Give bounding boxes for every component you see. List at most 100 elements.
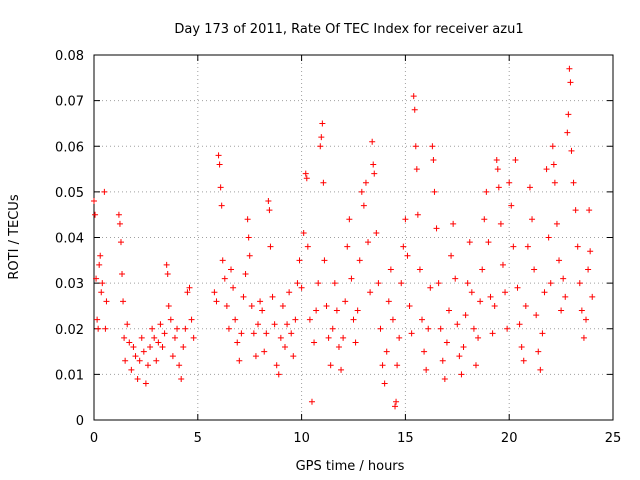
data-point [153,357,160,364]
data-point [218,202,225,209]
data-point [186,284,193,291]
data-point [246,252,253,259]
data-point [96,261,103,268]
x-tick-label: 20 [501,431,518,446]
data-point [265,198,272,204]
data-point [396,334,403,341]
data-point [223,302,230,309]
data-point [468,289,475,296]
data-point [92,211,99,218]
data-point [329,325,336,332]
y-tick-label: 0.08 [55,49,84,64]
data-point [236,357,243,364]
data-point [589,293,596,300]
data-point [352,339,359,346]
data-point [190,334,197,341]
data-point [171,334,178,341]
data-point [130,344,137,350]
data-point [470,325,477,332]
data-point [180,344,187,350]
data-point [232,316,239,323]
data-point [211,289,218,296]
data-point [142,380,149,387]
data-point [585,266,592,273]
data-point [288,330,295,337]
data-point [495,184,502,191]
data-point [317,143,324,150]
data-point [298,284,305,291]
data-point [303,175,310,182]
data-point [159,344,166,350]
data-point [169,353,176,360]
data-point [460,344,467,350]
data-point [176,362,183,369]
y-tick-label: 0.05 [55,186,84,201]
data-point [518,344,525,350]
data-point [414,211,421,218]
data-point [138,334,145,341]
data-point [479,266,486,273]
data-point [325,334,332,341]
data-point [102,325,109,332]
data-point [516,321,523,328]
data-point [319,120,326,127]
data-point [257,298,264,305]
data-point [167,316,174,323]
data-point [365,239,372,246]
data-point [292,316,299,323]
data-point [423,366,430,373]
data-point [445,307,452,314]
data-point [587,248,594,255]
data-point [566,65,573,72]
data-point [245,234,252,241]
data-point [504,325,511,332]
data-point [454,321,461,328]
data-point [119,271,126,277]
data-point [549,143,556,150]
data-point [394,362,401,369]
data-point [526,184,533,191]
data-point [323,302,330,309]
x-tick-label: 0 [90,431,98,446]
y-axis: 0 0.01 0.02 0.03 0.04 0.05 0.06 0.07 0.08 [55,49,613,429]
data-point [266,207,273,214]
data-point [560,275,567,282]
data-point [286,289,293,296]
y-tick-label: 0.07 [55,95,84,110]
data-point [140,348,147,355]
data-point [358,188,365,195]
data-point [477,298,484,305]
data-point [402,216,409,223]
data-point [551,179,558,186]
data-point [574,243,581,250]
data-point [586,207,593,214]
data-point [439,357,446,364]
data-point [502,289,509,296]
data-point [213,298,220,305]
data-point [493,156,500,163]
data-point [360,202,367,209]
data-point [335,344,342,350]
data-point [178,375,185,382]
data-point [338,366,345,373]
data-point [269,293,276,300]
data-point [370,161,377,168]
data-point [267,243,274,250]
data-point [491,302,498,309]
data-point [427,284,434,291]
data-point [344,243,351,250]
grid-lines [94,55,613,420]
data-point [296,257,303,264]
y-tick-label: 0.03 [55,277,84,292]
data-point [122,357,129,364]
data-point [565,111,572,118]
data-point [411,106,418,113]
data-point [443,339,450,346]
data-point [369,138,376,145]
data-point [383,348,390,355]
data-point [553,220,560,227]
data-point [389,316,396,323]
data-point [550,161,557,168]
data-point [362,179,369,186]
